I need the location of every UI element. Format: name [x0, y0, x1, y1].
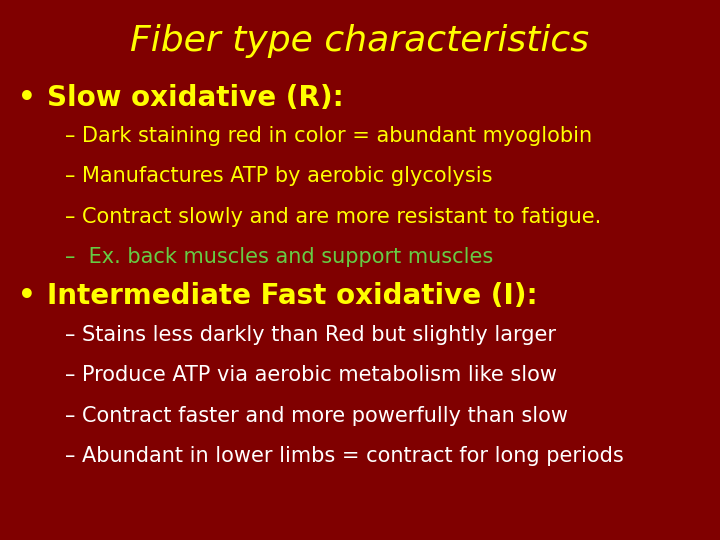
- Text: – Produce ATP via aerobic metabolism like slow: – Produce ATP via aerobic metabolism lik…: [65, 365, 557, 385]
- Text: – Contract slowly and are more resistant to fatigue.: – Contract slowly and are more resistant…: [65, 207, 601, 227]
- Text: – Contract faster and more powerfully than slow: – Contract faster and more powerfully th…: [65, 406, 568, 426]
- Text: •: •: [18, 282, 36, 310]
- Text: Fiber type characteristics: Fiber type characteristics: [130, 24, 590, 58]
- Text: – Dark staining red in color = abundant myoglobin: – Dark staining red in color = abundant …: [65, 126, 592, 146]
- Text: – Manufactures ATP by aerobic glycolysis: – Manufactures ATP by aerobic glycolysis: [65, 166, 492, 186]
- Text: –  Ex. back muscles and support muscles: – Ex. back muscles and support muscles: [65, 247, 493, 267]
- Text: – Stains less darkly than Red but slightly larger: – Stains less darkly than Red but slight…: [65, 325, 556, 345]
- Text: •: •: [18, 84, 36, 112]
- Text: – Abundant in lower limbs = contract for long periods: – Abundant in lower limbs = contract for…: [65, 446, 624, 466]
- Text: Slow oxidative (R):: Slow oxidative (R):: [47, 84, 343, 112]
- Text: Intermediate Fast oxidative (I):: Intermediate Fast oxidative (I):: [47, 282, 537, 310]
